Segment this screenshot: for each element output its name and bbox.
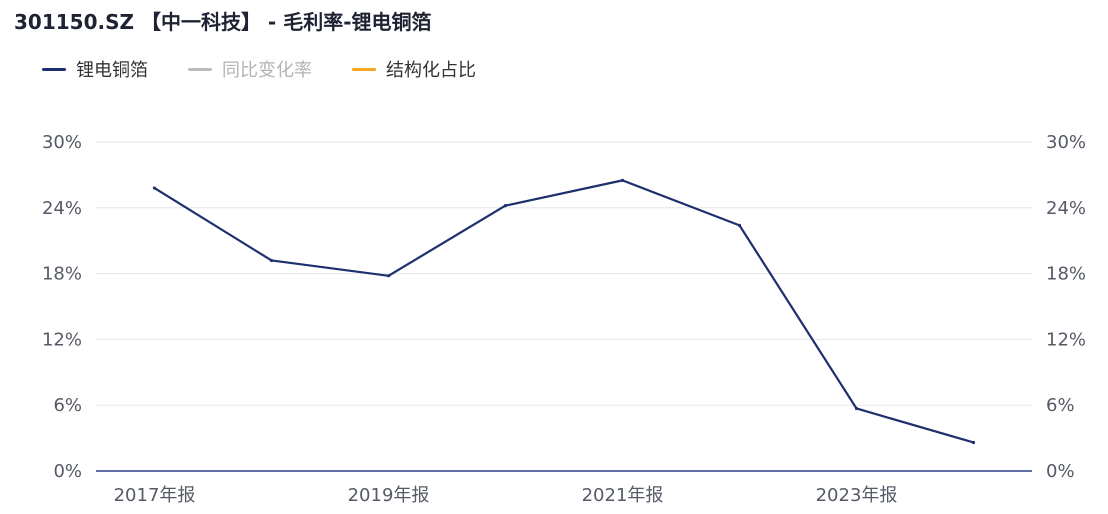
y-tick-label-right-1: 6% — [1046, 395, 1075, 416]
x-tick-label-6: 2023年报 — [816, 485, 898, 506]
y-tick-label-right-5: 30% — [1046, 132, 1086, 153]
x-tick-label-0: 2017年报 — [114, 485, 196, 506]
series-0-point-2 — [386, 274, 391, 278]
legend: 锂电铜箔 同比变化率 结构化占比 — [42, 56, 516, 82]
legend-label-0: 锂电铜箔 — [76, 60, 148, 81]
y-tick-label-left-1: 6% — [53, 395, 82, 416]
legend-swatch-1 — [188, 67, 212, 71]
y-tick-label-right-4: 24% — [1046, 198, 1086, 219]
y-tick-label-left-3: 18% — [42, 264, 82, 285]
y-tick-label-left-0: 0% — [53, 461, 82, 482]
y-tick-label-left-4: 24% — [42, 198, 82, 219]
series-0-point-5 — [737, 223, 742, 227]
series-0-point-7 — [971, 440, 976, 445]
y-tick-label-left-2: 12% — [42, 329, 82, 350]
legend-label-2: 结构化占比 — [386, 60, 476, 81]
series-line-0 — [153, 179, 975, 444]
y-tick-label-right-0: 0% — [1046, 461, 1075, 482]
series-0-point-6 — [854, 406, 859, 411]
legend-item-0[interactable]: 锂电铜箔 — [42, 56, 148, 82]
chart-title: 301150.SZ 【中一科技】 - 毛利率-锂电铜箔 — [14, 10, 432, 34]
series-0-point-0 — [152, 186, 157, 190]
series-0-point-1 — [269, 258, 274, 263]
legend-swatch-2 — [352, 67, 376, 71]
legend-swatch-0 — [42, 67, 66, 71]
series-0-point-4 — [620, 178, 625, 182]
legend-item-2[interactable]: 结构化占比 — [352, 56, 476, 82]
legend-item-1[interactable]: 同比变化率 — [188, 56, 312, 82]
y-tick-label-left-5: 30% — [42, 132, 82, 153]
x-tick-label-4: 2021年报 — [582, 485, 664, 506]
y-tick-label-right-2: 12% — [1046, 329, 1086, 350]
series-0-point-3 — [503, 204, 508, 208]
legend-label-1: 同比变化率 — [222, 60, 312, 81]
y-tick-label-right-3: 18% — [1046, 264, 1086, 285]
x-tick-label-2: 2019年报 — [348, 485, 430, 506]
